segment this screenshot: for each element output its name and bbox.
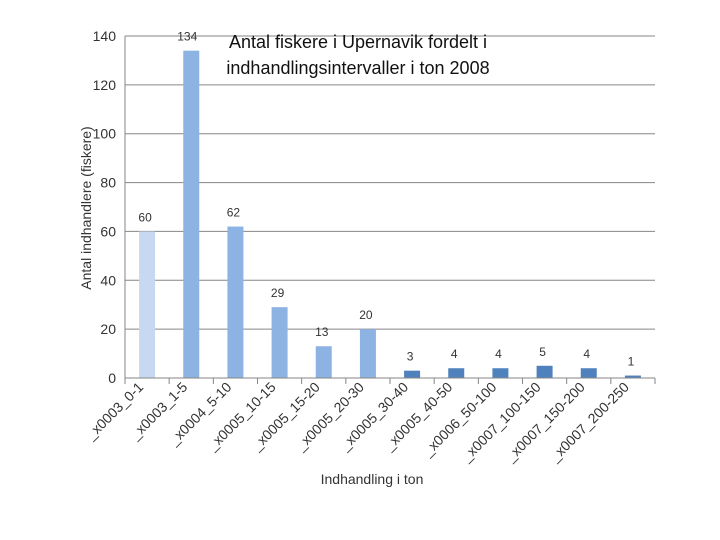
y-tick-label: 0 bbox=[108, 370, 116, 386]
y-tick-label: 40 bbox=[100, 272, 116, 288]
gridlines bbox=[125, 35, 655, 330]
data-label: 4 bbox=[583, 347, 590, 361]
bar bbox=[492, 368, 509, 378]
axes bbox=[124, 36, 656, 384]
bar bbox=[359, 329, 376, 378]
chart-title: Antal fiskere i Upernavik fordelt i indha… bbox=[226, 32, 489, 78]
y-tick-label: 100 bbox=[93, 126, 117, 142]
data-label: 134 bbox=[177, 30, 197, 44]
category-labels: _x0003_0-1_x0003_1-5_x0004_5-10_x0005_10… bbox=[82, 379, 632, 465]
y-axis-title: Antal indhandlere (fiskere) bbox=[78, 126, 94, 289]
data-label: 4 bbox=[495, 347, 502, 361]
x-axis-title: Indhandling i ton bbox=[321, 471, 424, 487]
bar bbox=[183, 50, 200, 379]
y-tick-label: 140 bbox=[93, 28, 117, 44]
data-label: 20 bbox=[359, 308, 373, 322]
y-tick-label: 80 bbox=[100, 175, 116, 191]
chart-title-line: Antal fiskere i Upernavik fordelt i bbox=[229, 32, 487, 52]
bar bbox=[139, 231, 156, 378]
bar bbox=[448, 368, 465, 378]
bar bbox=[227, 226, 244, 378]
category-label: _x0007_200-250 bbox=[546, 379, 632, 465]
data-label: 13 bbox=[315, 325, 329, 339]
data-labels: 60 134 62 29 13 20 3 4 4 5 4 1 bbox=[138, 30, 634, 369]
data-label: 5 bbox=[539, 345, 546, 359]
y-tick-label: 20 bbox=[100, 321, 116, 337]
data-label: 4 bbox=[451, 347, 458, 361]
bar bbox=[580, 368, 597, 378]
y-tick-label: 120 bbox=[93, 77, 117, 93]
data-label: 60 bbox=[138, 210, 152, 224]
y-tick-labels: 0 20 40 60 80 100 120 140 bbox=[93, 28, 117, 386]
data-label: 3 bbox=[407, 350, 414, 364]
bar bbox=[271, 307, 288, 378]
y-tick-label: 60 bbox=[100, 223, 116, 239]
chart-title-line: indhandlingsintervaller i ton 2008 bbox=[226, 58, 489, 78]
data-label: 62 bbox=[227, 206, 241, 220]
category-label: _x0007_100-150 bbox=[457, 379, 543, 465]
bars bbox=[139, 50, 641, 379]
data-label: 29 bbox=[271, 286, 285, 300]
category-label: _x0007_150-200 bbox=[502, 379, 588, 465]
bar bbox=[624, 375, 641, 378]
bar bbox=[315, 346, 332, 378]
bar bbox=[404, 370, 421, 378]
data-label: 1 bbox=[628, 355, 635, 369]
bar bbox=[536, 365, 553, 378]
